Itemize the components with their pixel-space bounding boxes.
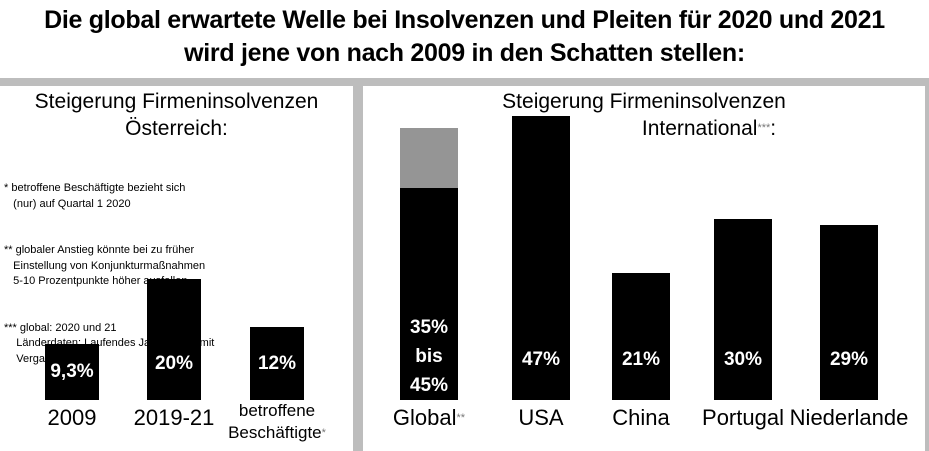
bar-value-label-china: 21% — [621, 349, 661, 370]
category-text: betroffene Beschäftigte — [228, 401, 322, 442]
international-title-line-1: Steigerung Firmeninsolvenzen — [502, 90, 786, 113]
title-colon: : — [770, 117, 777, 140]
category-text: 2009 — [47, 405, 97, 430]
international-panel-title: Steigerung Firmeninsolvenzen Internation… — [363, 88, 925, 142]
international-title-text: International — [641, 117, 758, 140]
category-label-2009: 2009 — [2, 406, 142, 430]
bar-usa — [512, 115, 570, 400]
bar-2019-21 — [147, 279, 201, 400]
footnote-1: * betroffene Beschäftigte bezieht sich (… — [4, 182, 186, 210]
austria-title-line-1: Steigerung Firmeninsolvenzen — [34, 90, 319, 113]
bar-china — [612, 272, 670, 400]
category-label-portugal: Portugal — [673, 406, 813, 430]
footnote-2: ** globaler Anstieg könnte bei zu früher… — [4, 244, 206, 287]
category-text: Niederlande — [789, 405, 909, 430]
category-text: Global — [392, 405, 457, 430]
vertical-divider — [353, 78, 363, 451]
bar-value-label-betroffene-besch-ftigte: 12% — [257, 353, 297, 374]
footnotes: * betroffene Beschäftigte bezieht sich (… — [4, 150, 214, 383]
austria-panel-title: Steigerung Firmeninsolvenzen Österreich: — [0, 88, 353, 142]
bar-niederlande — [820, 224, 878, 400]
footnote-marker: ** — [456, 412, 466, 424]
international-title-line-2: International***: — [363, 115, 925, 142]
category-label-usa: USA — [471, 406, 611, 430]
category-text: China — [612, 405, 670, 430]
horizontal-divider — [0, 78, 929, 86]
bar-portugal — [714, 218, 772, 400]
footnote-marker: * — [321, 427, 326, 439]
headline-line-1: Die global erwartete Welle bei Insolvenz… — [44, 6, 885, 34]
bar-range-global[interactable] — [400, 127, 458, 189]
category-label-2019-21: 2019-21 — [104, 406, 244, 430]
bar-betroffene-besch-ftigte — [250, 327, 304, 400]
headline-line-2: wird jene von nach 2009 in den Schatten … — [184, 39, 745, 67]
category-label-china: China — [571, 406, 711, 430]
category-text: 2019-21 — [133, 405, 215, 430]
bar-global — [400, 188, 458, 400]
bar-value-label-2019-21: 20% — [154, 353, 194, 374]
bar-value-label-portugal: 30% — [723, 349, 763, 370]
category-text: USA — [518, 405, 564, 430]
bar-value-label-usa: 47% — [521, 349, 561, 370]
bar-value-label-2009: 9,3% — [50, 361, 94, 382]
category-text: Portugal — [702, 405, 784, 430]
austria-title-line-2: Österreich: — [125, 117, 228, 140]
category-label-global: Global** — [359, 406, 499, 430]
bar-value-label-niederlande: 29% — [829, 349, 869, 370]
bar-2009 — [45, 343, 99, 400]
category-label-niederlande: Niederlande — [779, 406, 919, 430]
bar-value-label-global: 35% bis 45% — [409, 317, 449, 396]
headline: Die global erwartete Welle bei Insolvenz… — [0, 4, 929, 70]
category-label-betroffene-besch-ftigte: betroffene Beschäftigte* — [217, 400, 337, 444]
footnote-marker: *** — [757, 122, 771, 134]
right-border — [925, 78, 929, 451]
